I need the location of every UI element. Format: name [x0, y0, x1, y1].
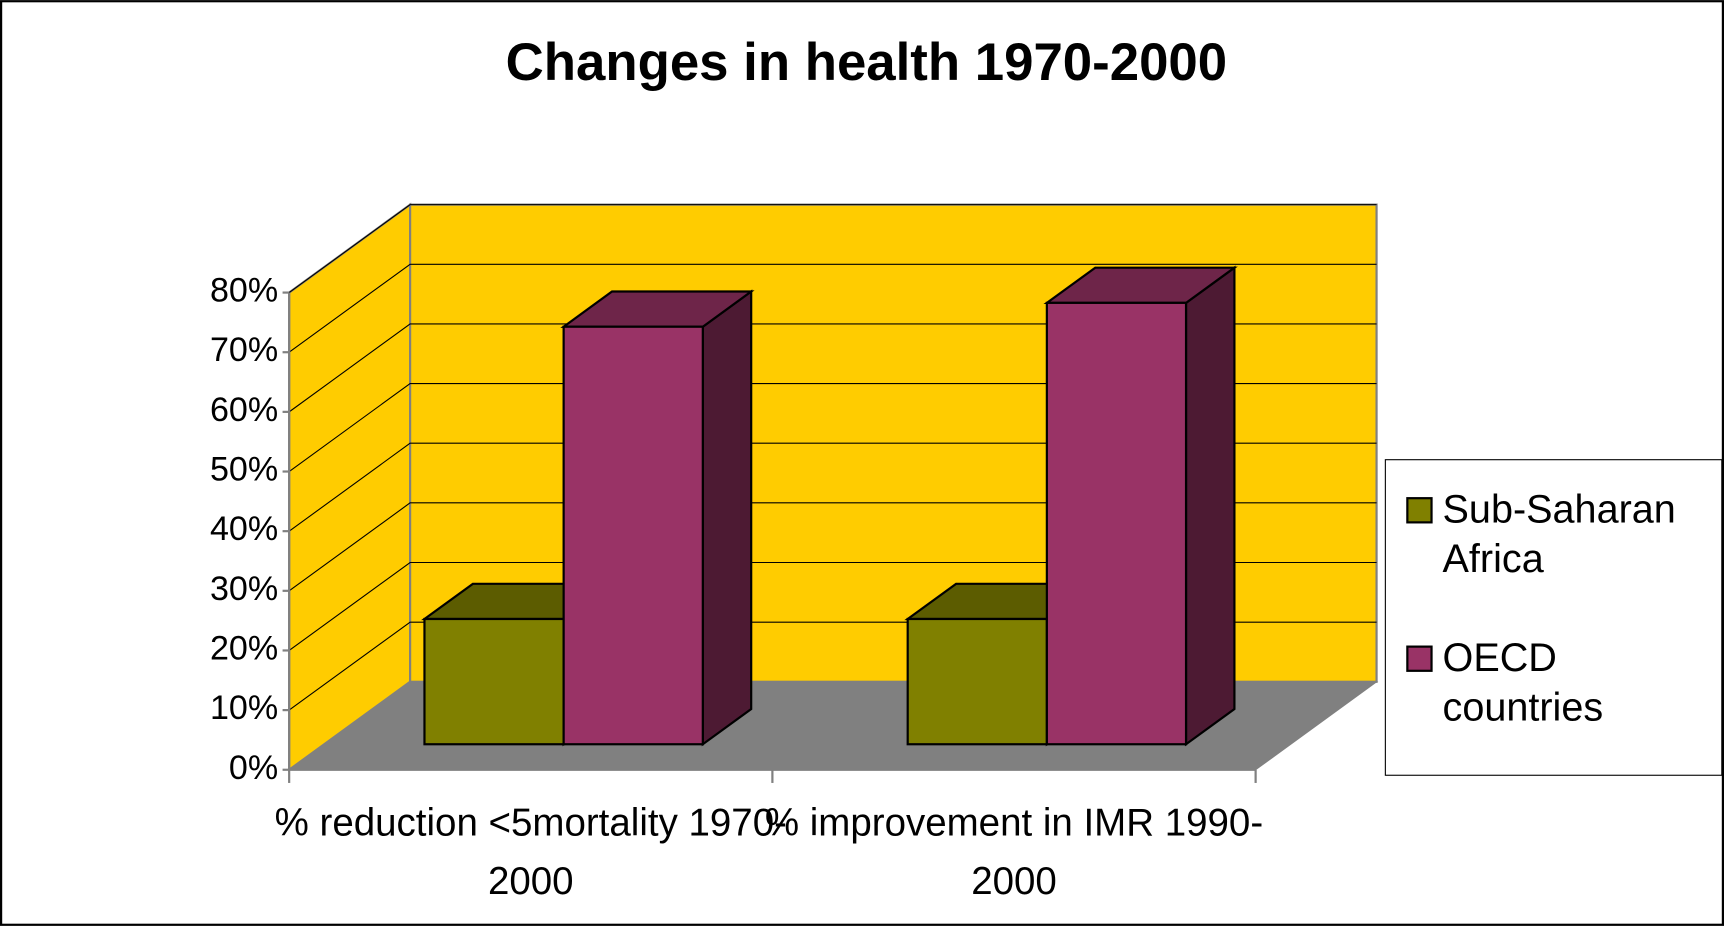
- bar-front: [1045, 301, 1188, 746]
- bar-front: [562, 325, 704, 746]
- bar-front: [423, 617, 565, 746]
- legend-label-box: OECD countries: [1442, 634, 1604, 730]
- bar-front: [906, 617, 1048, 746]
- y-tick-label: 70%: [210, 331, 278, 369]
- x-tick-label: % improvement in IMR 1990-2000: [764, 801, 1264, 903]
- y-tick-label: 10%: [210, 689, 278, 727]
- grid-line: [288, 263, 1377, 353]
- chart-title: Changes in health 1970-2000: [506, 33, 1227, 92]
- legend-label: Sub-Saharan Africa: [1442, 486, 1676, 581]
- legend-label: OECD countries: [1442, 634, 1604, 730]
- y-tick-label: 20%: [210, 629, 278, 667]
- legend-box: [1384, 459, 1723, 776]
- bar-side: [701, 289, 753, 747]
- y-tick-label: 0%: [229, 749, 278, 787]
- legend-label-box: Sub-Saharan Africa: [1442, 486, 1676, 581]
- x-tick-label-box: % improvement in IMR 1990-2000: [764, 801, 1264, 903]
- grid-line: [288, 204, 1377, 294]
- x-tick-label: % reduction <5mortality 1970-2000: [274, 801, 787, 903]
- bar: [1043, 265, 1238, 747]
- y-tick-label: 80%: [210, 272, 278, 310]
- bar-side: [1184, 265, 1236, 747]
- y-tick-label: 30%: [210, 570, 278, 608]
- legend-swatch: [1406, 645, 1433, 672]
- legend-swatch: [1406, 497, 1433, 524]
- y-tick-label: 60%: [210, 391, 278, 429]
- x-tick-label-box: % reduction <5mortality 1970-2000: [274, 801, 787, 903]
- bar: [560, 289, 755, 747]
- y-tick-label: 40%: [210, 510, 278, 548]
- y-tick-label: 50%: [210, 451, 278, 489]
